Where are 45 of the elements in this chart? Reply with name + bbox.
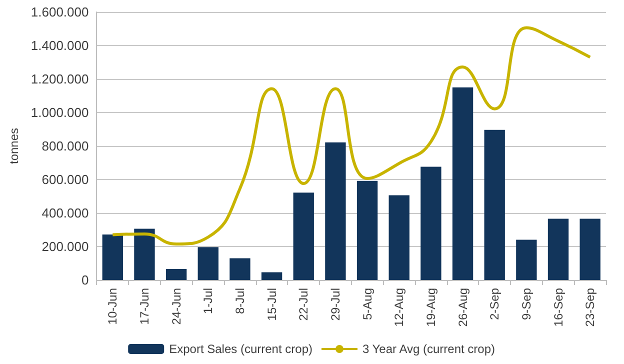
bar	[198, 247, 218, 280]
x-tick-label: 22-Jul	[296, 288, 311, 321]
x-tick-label: 16-Sep	[551, 288, 566, 327]
x-tick-label: 23-Sep	[583, 288, 598, 327]
x-tick-label: 8-Jul	[232, 288, 247, 314]
x-tick-label: 19-Aug	[424, 288, 438, 327]
bar	[102, 234, 123, 280]
y-axis-title: tonnes	[7, 128, 21, 164]
bar	[420, 166, 442, 280]
bar	[134, 228, 155, 280]
bar	[293, 192, 314, 280]
line-series	[111, 26, 592, 246]
x-tick-label: 5-Aug	[360, 288, 374, 320]
x-tick-label: 2-Sep	[488, 288, 502, 320]
bar	[580, 218, 600, 280]
y-tick-label: 1.600.000	[30, 4, 89, 20]
bar	[230, 258, 250, 280]
bar	[325, 142, 346, 280]
x-tick-label: 24-Jun	[169, 288, 184, 325]
x-tick-label: 12-Aug	[392, 288, 406, 327]
y-tick-label: 1.200.000	[30, 72, 89, 86]
y-tick-label: 600.000	[42, 172, 89, 187]
bar	[166, 268, 187, 280]
bar	[388, 195, 410, 280]
x-tick-label: 10-Jun	[106, 288, 120, 325]
bar	[452, 87, 474, 280]
y-tick-label: 800.000	[42, 138, 89, 154]
y-tick-label: 1.400.000	[30, 38, 89, 53]
y-tick-label: 400.000	[42, 206, 89, 220]
legend-label: 3 Year Avg (current crop)	[362, 342, 496, 356]
legend-label: Export Sales (current crop)	[169, 342, 312, 356]
y-tick-label: 200.000	[42, 239, 89, 254]
bar	[484, 130, 505, 280]
x-tick-label: 9-Sep	[519, 288, 534, 320]
bar	[261, 272, 282, 280]
x-tick-label: 1-Jul	[201, 288, 216, 314]
x-tick-label: 29-Jul	[328, 288, 342, 321]
x-tick-label: 26-Aug	[456, 288, 470, 327]
y-tick-label: 0	[82, 272, 89, 288]
x-tick-label: 15-Jul	[264, 288, 279, 321]
bar	[516, 240, 537, 280]
bar	[356, 180, 378, 280]
bar	[548, 218, 569, 280]
y-tick-label: 1.000.000	[30, 105, 89, 120]
x-tick-label: 17-Jun	[137, 288, 152, 325]
